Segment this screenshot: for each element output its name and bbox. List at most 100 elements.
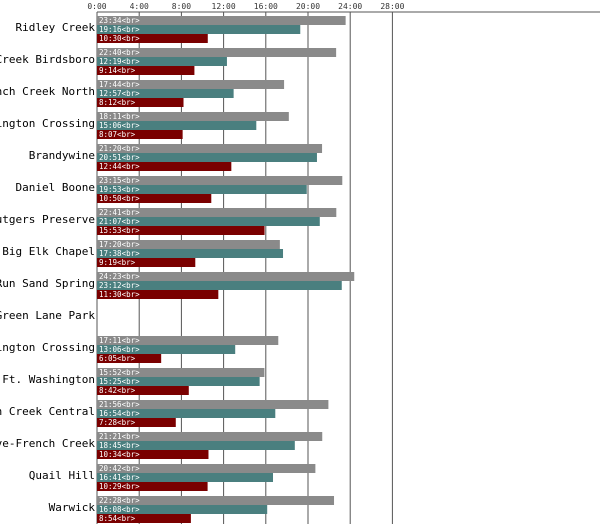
bar — [97, 450, 209, 459]
bar-data-label: 12:57<br> — [99, 89, 140, 98]
bar — [97, 290, 219, 299]
bar-data-label: 10:34<br> — [99, 450, 140, 459]
bar — [97, 496, 335, 505]
bar-data-label: 17:44<br> — [99, 80, 140, 89]
bar — [97, 176, 343, 185]
bar — [97, 48, 337, 57]
x-tick-label: 12:00 — [212, 2, 236, 11]
bar-data-label: 17:38<br> — [99, 249, 140, 258]
bar — [97, 162, 232, 171]
bar — [97, 514, 191, 523]
bar-data-label: 13:06<br> — [99, 345, 140, 354]
bar-data-label: 7:28<br> — [99, 418, 136, 427]
bar — [97, 16, 346, 25]
bar-data-label: 8:54<br> — [99, 514, 136, 523]
category-label: rve-French Creek — [0, 437, 95, 450]
bar — [97, 25, 301, 34]
bar-data-label: 6:05<br> — [99, 354, 136, 363]
bar — [97, 66, 195, 75]
bar-data-label: 12:19<br> — [99, 57, 140, 66]
bar-data-label: 12:44<br> — [99, 162, 140, 171]
bar — [97, 345, 236, 354]
bar — [97, 185, 307, 194]
bar — [97, 57, 227, 66]
bar — [97, 432, 323, 441]
category-label: Warwick — [49, 501, 96, 514]
x-tick-label: 20:00 — [296, 2, 320, 11]
bar — [97, 377, 260, 386]
bar-data-label: 20:42<br> — [99, 464, 140, 473]
category-label: Green Lane Park — [0, 309, 95, 322]
category-label: ench Creek North — [0, 85, 95, 98]
bar — [97, 121, 257, 130]
bar — [97, 464, 316, 473]
x-tick-label: 0:00 — [87, 2, 106, 11]
category-label: Rutgers Preserve — [0, 213, 95, 226]
x-tick-label: 24:00 — [338, 2, 362, 11]
category-label: Ft. Washington — [2, 373, 95, 386]
bar-data-label: 0:00<br> — [99, 313, 136, 322]
bar-data-label: 21:20<br> — [99, 144, 140, 153]
bar — [97, 400, 329, 409]
category-label: shington Crossing — [0, 341, 95, 354]
bar-data-label: 15:06<br> — [99, 121, 140, 130]
bar — [97, 144, 323, 153]
bar-data-label: 21:56<br> — [99, 400, 140, 409]
bar-data-label: 24:23<br> — [99, 272, 140, 281]
category-label: l Big Elk Chapel — [0, 245, 95, 258]
bar-data-label: 23:34<br> — [99, 16, 140, 25]
y-axis-categories: Ridley Creek Creek Birdsboro ench Creek No… — [0, 21, 95, 514]
bar-data-label: 22:40<br> — [99, 48, 140, 57]
bar — [97, 418, 176, 427]
bar — [97, 226, 265, 235]
bar-data-label: 15:53<br> — [99, 226, 140, 235]
bar — [97, 354, 162, 363]
bar — [97, 281, 342, 290]
bar-data-label: 19:16<br> — [99, 25, 140, 34]
bar — [97, 473, 274, 482]
bar-data-label: 15:25<br> — [99, 377, 140, 386]
bar-data-label: 10:50<br> — [99, 194, 140, 203]
bar-data-label: 16:54<br> — [99, 409, 140, 418]
bar-data-label: 21:21<br> — [99, 432, 140, 441]
bar-data-label: 17:20<br> — [99, 240, 140, 249]
bar-data-label: 8:07<br> — [99, 130, 136, 139]
bar-data-label: 19:53<br> — [99, 185, 140, 194]
bar-data-label: 18:45<br> — [99, 441, 140, 450]
bar — [97, 272, 355, 281]
bar-data-label: 22:41<br> — [99, 208, 140, 217]
bar — [97, 130, 183, 139]
bar — [97, 153, 317, 162]
x-tick-label: 8:00 — [172, 2, 191, 11]
bar — [97, 208, 337, 217]
category-label: shington Crossing — [0, 117, 95, 130]
category-label: Run Sand Spring — [0, 277, 95, 290]
bar — [97, 112, 289, 121]
bar-data-label: 8:12<br> — [99, 98, 136, 107]
bar-data-label: 15:52<br> — [99, 368, 140, 377]
category-label: Daniel Boone — [16, 181, 95, 194]
bar — [97, 441, 295, 450]
bar-data-label: 8:42<br> — [99, 386, 136, 395]
bar-data-label: 10:29<br> — [99, 482, 140, 491]
x-tick-label: 4:00 — [130, 2, 149, 11]
bar — [97, 336, 279, 345]
bar — [97, 258, 196, 267]
bar-data-label: 22:28<br> — [99, 496, 140, 505]
bars: 23:34<br>19:16<br>10:30<br> 22:40<br>12:1… — [97, 16, 355, 523]
bar — [97, 505, 268, 514]
bar — [97, 80, 285, 89]
bar — [97, 482, 208, 491]
bar-data-label: 18:11<br> — [99, 112, 140, 121]
x-tick-label: 28:00 — [380, 2, 404, 11]
bar-data-label: 10:30<br> — [99, 34, 140, 43]
bar-data-label: 0:00<br> — [99, 304, 136, 313]
bar-data-label: 21:07<br> — [99, 217, 140, 226]
bar — [97, 249, 284, 258]
bar — [97, 89, 234, 98]
bar-data-label: 20:51<br> — [99, 153, 140, 162]
bar — [97, 194, 212, 203]
category-label: Ridley Creek — [16, 21, 96, 34]
